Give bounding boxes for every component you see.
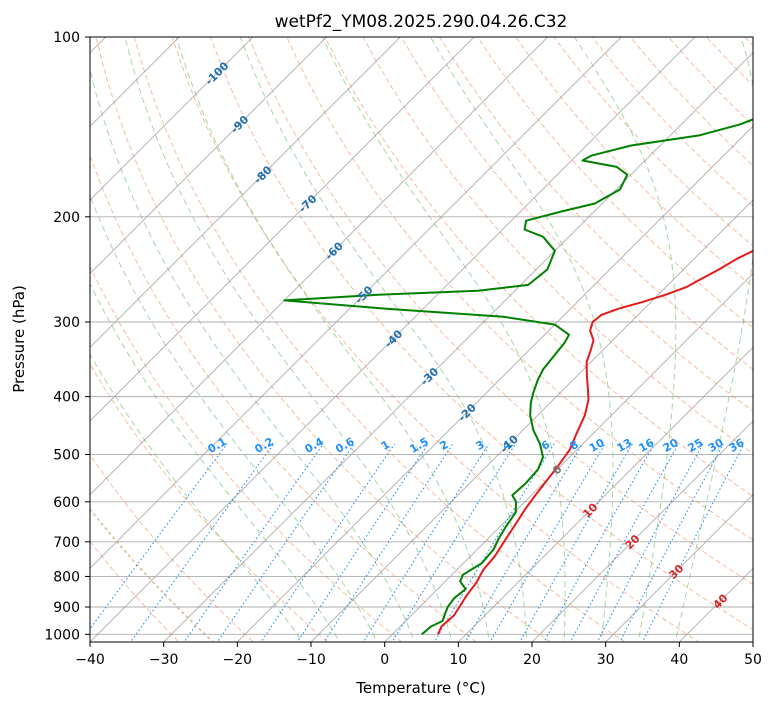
axis-layer: −40 −30 −20 −10 0 10 20 30 40 50 100 200 300 400 500 60… [44,30,762,668]
moist-adiabat-line [124,37,453,642]
moist-adiabat-line [430,37,614,642]
dry-adiabat-line [90,153,477,642]
mixing-ratio-line [183,443,324,642]
mixing-ratio-line [362,443,490,642]
mixing-ratio-line [391,443,516,642]
y-tick-label: 100 [53,30,80,46]
grid-layer [0,10,775,647]
mixing-ratio-line [489,443,606,642]
y-tick-label: 300 [53,315,80,331]
x-tick-label: −40 [75,652,105,668]
isotherm-line [236,125,753,642]
dry-adiabat-line [286,37,753,541]
dewpoint-profile [283,118,753,636]
isotherm-line [90,37,401,348]
series-layer [283,118,753,636]
y-tick-label: 1000 [44,627,80,643]
plot-frame [89,36,754,643]
dry-adiabat-line [90,363,329,642]
x-tick-label: 40 [670,652,688,668]
y-axis-label: Pressure (hPa) [10,285,28,393]
dry-adiabat-line [438,37,753,370]
isotherm-line [90,37,475,422]
isotherm-line [90,37,254,201]
x-tick-label: 20 [523,652,541,668]
dry-adiabat-line [477,37,753,329]
moist-adiabat-line [175,37,490,642]
dry-adiabat-line [324,37,753,498]
isotherm-line [90,37,549,496]
isotherm-line [457,346,753,642]
isotherm-line [90,37,328,275]
y-tick-label: 900 [53,600,80,616]
isotherm-line [0,10,59,647]
moist-adiabat-line [90,282,341,642]
x-tick-label: 30 [597,652,615,668]
x-tick-label: −10 [296,652,326,668]
isotherm-line [384,273,753,642]
isotherm-line [90,37,622,569]
isotherm-line [163,52,753,642]
mixing-ratio-line [569,443,679,642]
isotherm-line [605,494,753,642]
x-tick-label: −30 [149,652,179,668]
x-tick-label: −20 [223,652,253,668]
isotherm-line [310,199,753,642]
mixing-ratio-line [519,443,633,642]
dry-adiabat-line [95,37,552,642]
y-tick-label: 800 [53,569,80,585]
dry-adiabat-line [757,10,775,647]
moist-adiabat-line [90,67,416,642]
y-tick-label: 200 [53,210,80,226]
isotherm-line [90,37,696,642]
temperature-profile [437,249,753,635]
moist-adiabat-line [322,37,566,642]
mixing-ratio-line [296,443,429,642]
y-tick-label: 700 [53,535,80,551]
isotherm-line [90,37,180,127]
mixing-ratio-line [323,443,454,642]
moist-adiabat-line [574,37,677,642]
moist-adiabat-line [674,37,753,642]
dry-adiabat-line [171,37,700,642]
moist-adiabat-line [239,37,528,642]
plot-background [90,37,753,642]
mixing-ratio-line [464,443,583,642]
x-axis-label: Temperature (°C) [355,679,485,697]
dry-adiabat-line [90,265,403,642]
x-tick-label: 0 [380,652,389,668]
y-tick-label: 400 [53,390,80,406]
isotherm-line [531,420,753,642]
chart-title: wetPf2_YM08.2025.290.04.26.C32 [275,12,568,32]
x-tick-label: 10 [449,652,467,668]
y-tick-label: 500 [53,448,80,464]
moist-adiabat-line [90,194,378,642]
mixing-ratio-line [596,443,704,642]
tan-arc-line [90,507,215,642]
y-tick-label: 600 [53,495,80,511]
mixing-ratio-line [260,443,396,642]
dry-adiabat-line [90,540,180,642]
x-tick-label: 50 [744,652,762,668]
dry-adiabat-line [209,37,753,631]
mixing-ratio-line [129,443,275,642]
mixing-ratio-line [619,443,724,642]
